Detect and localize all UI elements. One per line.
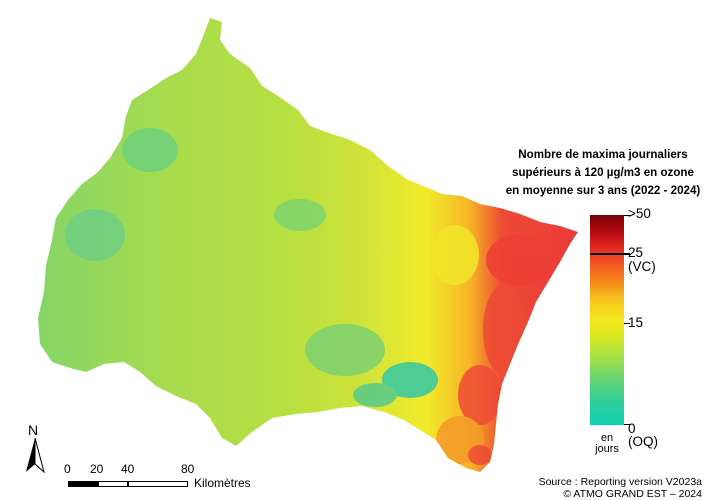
- north-label: N: [28, 422, 39, 438]
- unit-line1: en: [600, 432, 614, 444]
- source-line1: Source : Reporting version V2023a: [538, 476, 702, 488]
- scale-label-40: 40: [121, 462, 135, 476]
- legend-title: Nombre de maxima journaliers supérieurs …: [496, 146, 708, 200]
- label-15: 15: [628, 315, 644, 330]
- label-max: >50: [628, 206, 651, 221]
- legend-title-line1: Nombre de maxima journaliers: [518, 148, 688, 161]
- legend-title-line2: supérieurs à 120 µg/m3 en ozone: [512, 166, 694, 179]
- tick-0: [624, 424, 630, 425]
- scale-label-20: 20: [90, 462, 104, 476]
- scale-label-0: 0: [64, 462, 71, 476]
- scale-unit: Kilomètres: [194, 476, 251, 490]
- legend-title-line3: en moyenne sur 3 ans (2022 - 2024): [505, 184, 701, 197]
- label-oq: (OQ): [628, 434, 658, 449]
- scale-segment-mid: [98, 481, 128, 487]
- source-line2: © ATMO GRAND EST – 2024: [563, 488, 702, 500]
- tick-15: [624, 323, 630, 324]
- unit-line2: jours: [595, 443, 619, 455]
- label-vc-abbr: (VC): [628, 259, 656, 274]
- color-ramp: [590, 215, 624, 425]
- tick-max: [624, 215, 630, 216]
- vc-threshold-line: [590, 253, 630, 255]
- label-vc-value: 25: [628, 245, 644, 260]
- north-arrow-icon: [26, 438, 45, 474]
- scale-label-80: 80: [181, 462, 195, 476]
- scale-segment-2: [128, 481, 188, 487]
- label-0: 0: [628, 421, 636, 436]
